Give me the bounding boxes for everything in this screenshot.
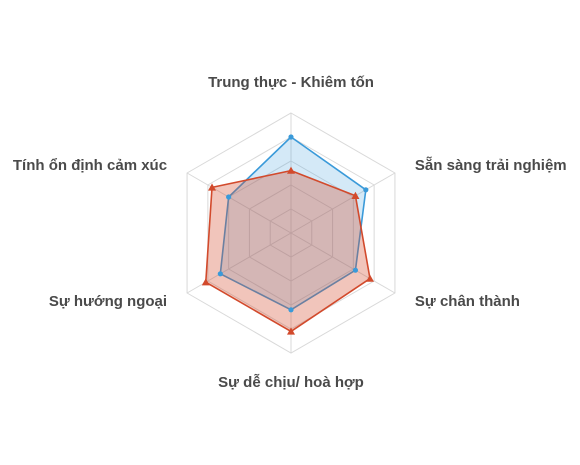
series-2-point (287, 166, 295, 174)
series-2-point (365, 274, 374, 282)
axis-label-6: Tính ổn định cảm xúc (13, 157, 167, 174)
series-2-point (201, 278, 210, 286)
series-2-point (287, 327, 295, 335)
series-1-point (363, 187, 369, 193)
series-1-point (226, 194, 232, 200)
series-1-point (217, 271, 223, 277)
grid-spoke (290, 232, 396, 294)
series-layer (201, 134, 374, 335)
grid-spoke (186, 172, 292, 234)
axis-labels: Trung thực - Khiêm tốn Sẵn sàng trải nghi… (13, 74, 567, 391)
series-1-point (288, 134, 294, 140)
series-2-point (208, 183, 217, 191)
series-2-area (204, 169, 371, 333)
series-1-point (352, 267, 359, 273)
axis-label-4: Sự dễ chịu/ hoà hợp (218, 374, 364, 391)
axis-label-3: Sự chân thành (415, 293, 520, 310)
series-2-point (351, 191, 360, 199)
axis-label-5: Sự hướng ngoại (49, 293, 167, 310)
series-1-point (288, 307, 294, 313)
grid-spoke (290, 172, 396, 234)
axis-label-2: Sẵn sàng trải nghiệm (415, 157, 567, 174)
axis-label-1: Trung thực - Khiêm tốn (208, 74, 374, 91)
